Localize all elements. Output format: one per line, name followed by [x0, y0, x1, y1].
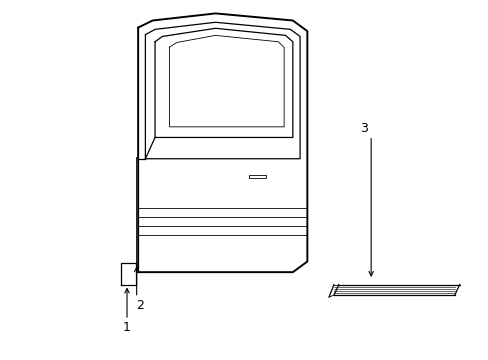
Text: 2: 2	[136, 299, 144, 312]
Text: 1: 1	[123, 321, 131, 334]
Text: 3: 3	[360, 122, 367, 135]
